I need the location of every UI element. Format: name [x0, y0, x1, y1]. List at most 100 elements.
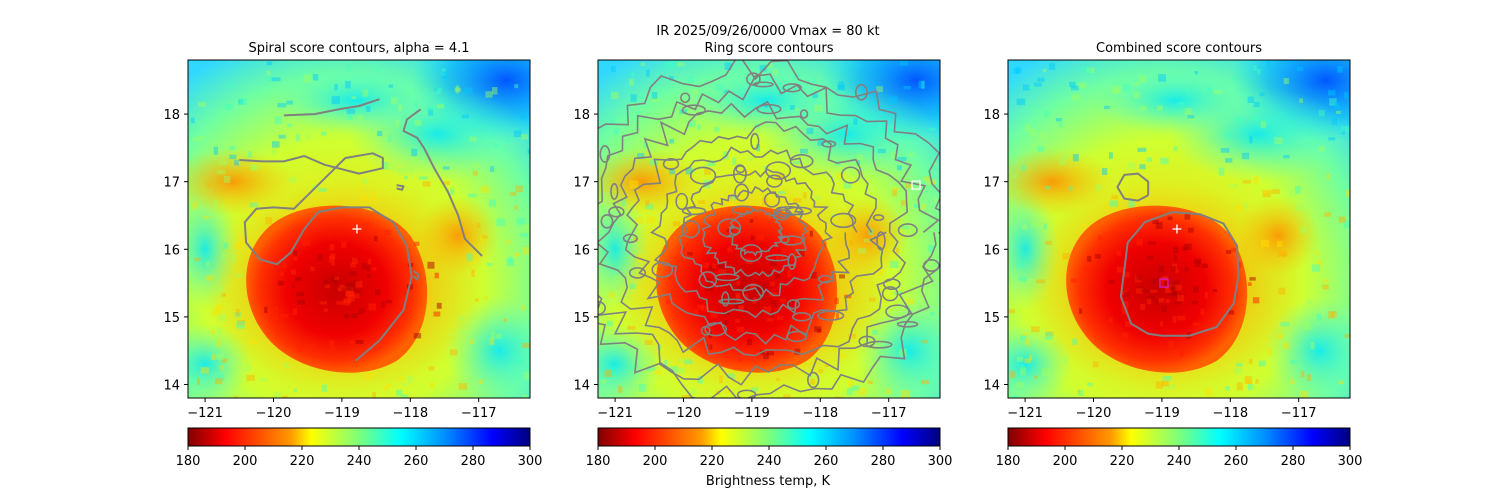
chart-panel-2: Ring score contours −121 −120 −119 −118 −117 1… — [573, 41, 953, 469]
ring-contour-blob — [736, 389, 757, 398]
ir-texture — [190, 61, 530, 398]
ir-image — [598, 60, 940, 398]
cold-band-north — [683, 66, 848, 135]
ring-contour-blob — [735, 165, 746, 174]
x-tick-label: −121 — [597, 406, 633, 421]
axes-frame — [597, 59, 941, 399]
ring-contour-blob — [782, 83, 803, 93]
x-tick-label: −117 — [461, 406, 497, 421]
ring-contour-blob — [681, 104, 707, 116]
ring-contour-blob — [897, 223, 918, 238]
colorbar-tick-label: 180 — [996, 454, 1021, 469]
ring-contour-7 — [598, 73, 940, 386]
y-tick-label: 15 — [573, 311, 590, 326]
ring-contour-blob — [600, 214, 614, 229]
ring-contour-blob — [885, 304, 910, 319]
colorbar-gradient — [1007, 427, 1351, 447]
ring-contour-blob — [742, 283, 765, 302]
chart-panel-3: Combined score contours −121 −120 −119 −118 −… — [983, 41, 1363, 469]
colorbar-tick-label: 260 — [814, 454, 839, 469]
ring-contour-blob — [786, 299, 801, 310]
colorbar-gradient — [187, 427, 531, 447]
y-tick-label: 14 — [983, 378, 1000, 393]
ring-contour-blob — [779, 235, 790, 244]
score-contour-4 — [412, 270, 420, 281]
colorbar-tick-label: 200 — [233, 454, 258, 469]
ir-texture — [601, 60, 938, 398]
panel-title: Combined score contours — [1096, 41, 1262, 56]
ring-contour-blob — [876, 231, 886, 251]
y-tick-label: 16 — [163, 243, 180, 258]
y-tick-label: 16 — [573, 243, 590, 258]
ring-contour-4 — [650, 146, 858, 319]
ring-contours — [598, 60, 940, 398]
ir-texture — [1008, 60, 1350, 398]
cold-band-north — [273, 66, 438, 135]
colorbar-tick-label: 300 — [928, 454, 953, 469]
ring-contour-blob — [681, 220, 700, 239]
ring-contour-blob — [775, 209, 792, 218]
x-tick-label: −121 — [1007, 406, 1043, 421]
score-contour-1 — [1119, 211, 1240, 337]
warm-spot-nw — [1008, 147, 1115, 216]
colorbar: 180 200 220 240 260 280 300 — [586, 427, 953, 469]
colorbar-tick-label: 280 — [1281, 454, 1306, 469]
colorbar-tick-label: 220 — [1110, 454, 1135, 469]
ring-contour-blob — [923, 259, 940, 272]
ring-contour-blob — [714, 273, 740, 282]
ring-contour-8 — [598, 60, 940, 398]
ring-contour-blob — [896, 320, 919, 328]
colorbar: 180 200 220 240 260 280 300 — [996, 427, 1363, 469]
score-contour-5 — [396, 184, 405, 191]
ring-contour-blob — [721, 291, 730, 307]
ring-contour-blob — [787, 253, 797, 271]
ring-contour-6 — [598, 100, 909, 357]
ring-contour-blob — [830, 212, 857, 229]
ring-contour-blob — [651, 261, 674, 278]
score-contour-2 — [1116, 172, 1150, 202]
ring-contour-blob — [734, 183, 750, 202]
ring-contour-blob — [752, 81, 774, 88]
ring-contour-2 — [701, 185, 809, 278]
ring-contour-blob — [680, 92, 691, 104]
colorbar-tick-label: 240 — [1167, 454, 1192, 469]
ring-contour-blob — [704, 322, 728, 337]
ring-contour-blob — [872, 214, 885, 222]
ring-contour-blob — [785, 206, 813, 216]
ring-contour-blob — [718, 298, 745, 305]
y-tick-label: 17 — [983, 176, 1000, 191]
ring-contour-blob — [792, 312, 812, 322]
colorbar-tick-label: 260 — [1224, 454, 1249, 469]
colorbar-tick-label: 280 — [461, 454, 486, 469]
x-tick-label: −117 — [1281, 406, 1317, 421]
colorbar-tick-label: 220 — [290, 454, 315, 469]
ring-contour-blob — [881, 286, 899, 302]
colorbar-tick-label: 280 — [871, 454, 896, 469]
ring-contour-5 — [624, 121, 887, 345]
chart-panel-1: Spiral score contours, alpha = 4.1 −121 −1… — [163, 41, 542, 469]
ring-contour-blob — [765, 161, 792, 180]
center-square-marker — [1159, 278, 1169, 288]
ring-contour-blob — [756, 103, 782, 115]
score-contour-3 — [402, 108, 483, 257]
colorbar-tick-label: 240 — [757, 454, 782, 469]
colorbar-tick-label: 180 — [176, 454, 201, 469]
ring-contour-blob — [821, 140, 837, 148]
center-plus-marker — [1172, 224, 1182, 234]
ring-contour-blob — [610, 182, 619, 200]
x-tick-label: −117 — [871, 406, 907, 421]
ring-contour-blob — [799, 109, 809, 119]
warm-spot-nw — [188, 147, 295, 216]
ring-contour-blob — [731, 205, 754, 215]
axes-frame — [1007, 59, 1351, 399]
colorbar-tick-label: 300 — [1338, 454, 1363, 469]
y-tick-label: 18 — [573, 108, 590, 123]
storm-core — [246, 205, 428, 373]
y-tick-label: 14 — [573, 378, 590, 393]
ring-contour-blob — [854, 83, 868, 101]
y-tick-label: 17 — [573, 176, 590, 191]
x-tick-label: −120 — [666, 406, 702, 421]
center-plus-marker — [352, 224, 362, 234]
y-tick-label: 17 — [163, 176, 180, 191]
